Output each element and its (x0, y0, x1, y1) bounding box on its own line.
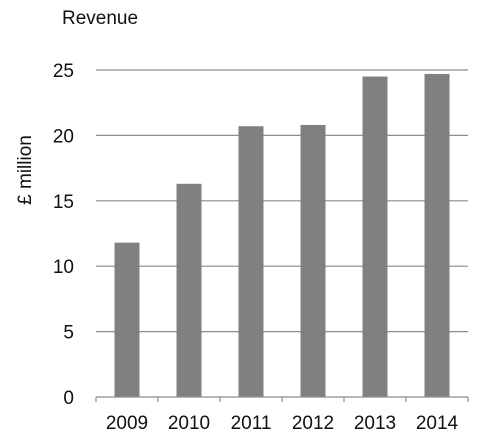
y-tick-label: 15 (53, 192, 74, 213)
y-axis-label: £ million (15, 135, 36, 205)
y-tick-labels: 0 5 10 15 20 25 (53, 61, 74, 409)
x-tick-label: 2013 (354, 413, 396, 434)
x-tick-label: 2012 (292, 413, 334, 434)
y-tick-label: 0 (63, 388, 74, 409)
x-tick-labels: 2009 2010 2011 2012 2013 2014 (106, 413, 459, 434)
y-tick-label: 25 (53, 61, 74, 82)
bar-2010 (176, 183, 202, 397)
gridlines (96, 69, 468, 333)
x-tick-label: 2010 (168, 413, 210, 434)
bars (114, 73, 450, 397)
bar-2011 (238, 126, 264, 397)
axes (95, 396, 469, 402)
bar-2009 (114, 242, 140, 397)
x-tick-label: 2009 (106, 413, 148, 434)
bar-2014 (424, 73, 450, 397)
x-tick-label: 2011 (231, 413, 272, 434)
y-tick-label: 10 (53, 257, 74, 278)
y-tick-label: 5 (63, 323, 74, 344)
y-tick-label: 20 (53, 126, 74, 147)
bar-2012 (300, 124, 326, 397)
x-tick-label: 2014 (416, 413, 459, 434)
chart-title: Revenue (62, 8, 138, 29)
bar-2013 (362, 76, 388, 397)
